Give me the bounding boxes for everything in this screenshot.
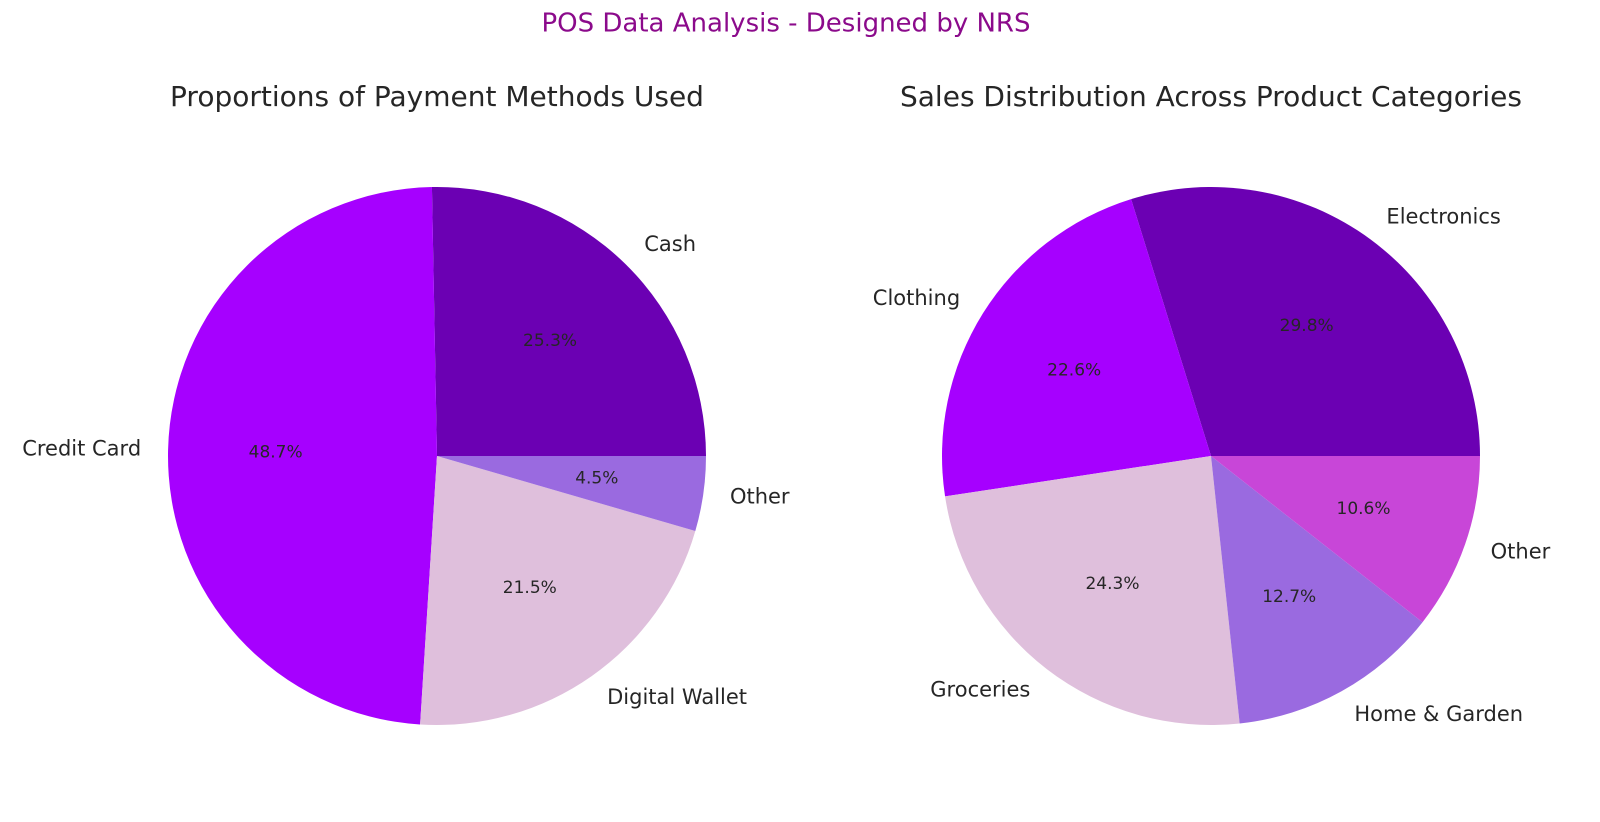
pie-slice: [1211, 456, 1480, 623]
percent-label: 12.7%: [1262, 587, 1316, 607]
slice-label: Clothing: [873, 286, 960, 310]
pie-slice: [945, 456, 1240, 725]
percent-label: 4.5%: [575, 469, 618, 489]
suptitle: POS Data Analysis - Designed by NRS: [542, 9, 1031, 39]
slice-label: Electronics: [1386, 205, 1500, 229]
percent-label: 10.6%: [1337, 499, 1391, 519]
pie-slice: [437, 456, 706, 532]
pie-slice: [1211, 456, 1423, 724]
pie-slice: [431, 187, 706, 456]
slice-label: Other: [730, 485, 790, 509]
percent-label: 22.6%: [1047, 360, 1101, 380]
slice-label: Other: [1491, 540, 1551, 564]
percent-label: 24.3%: [1085, 574, 1139, 594]
chart-title: Proportions of Payment Methods Used: [170, 80, 704, 113]
pie-slice: [1131, 187, 1480, 457]
slice-label: Home & Garden: [1354, 702, 1523, 726]
slice-label: Groceries: [930, 677, 1030, 701]
pie-slice: [420, 456, 696, 725]
pie-slice: [168, 187, 437, 725]
percent-label: 48.7%: [249, 442, 303, 462]
percent-label: 25.3%: [523, 331, 577, 351]
percent-label: 29.8%: [1280, 316, 1334, 336]
slice-label: Cash: [644, 232, 696, 256]
pie-slice: [942, 199, 1211, 497]
slice-label: Digital Wallet: [607, 685, 747, 709]
chart-title: Sales Distribution Across Product Catego…: [900, 80, 1522, 113]
percent-label: 21.5%: [503, 578, 557, 598]
slice-label: Credit Card: [22, 436, 141, 460]
